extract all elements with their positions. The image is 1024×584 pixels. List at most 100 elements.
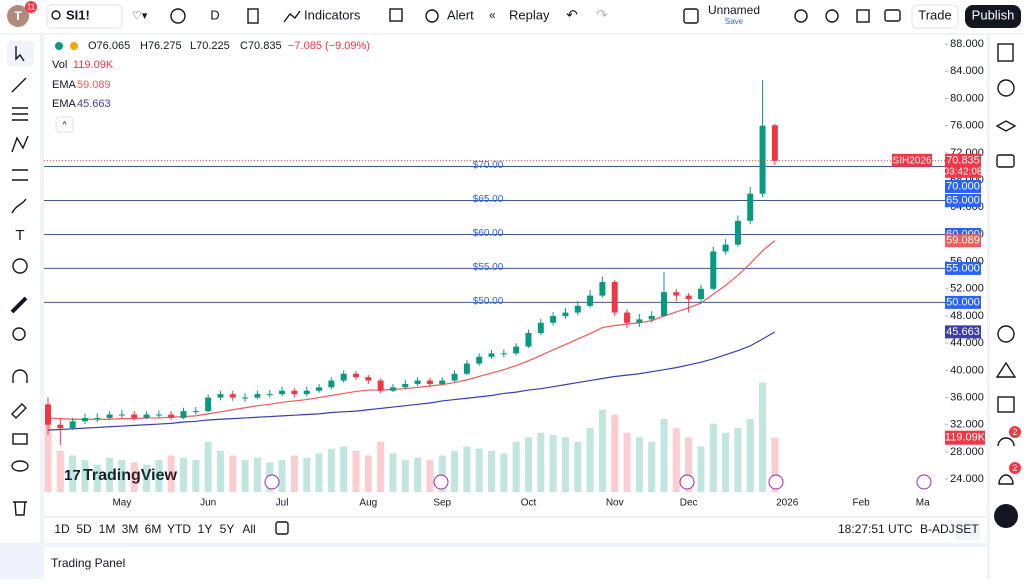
cursor-tool[interactable] xyxy=(15,46,25,62)
magnet-tool[interactable] xyxy=(12,369,28,383)
volume-bar xyxy=(561,437,569,492)
candle-body xyxy=(722,244,729,252)
snapshot[interactable] xyxy=(884,9,901,22)
zoom-tool[interactable] xyxy=(12,327,26,341)
price-line-badge: 65.000 xyxy=(946,194,980,206)
ema-value: 45.663 xyxy=(77,98,111,110)
volume-bar xyxy=(93,464,101,492)
forecast-tool[interactable] xyxy=(12,169,28,181)
alert-icon xyxy=(425,9,439,23)
templates[interactable] xyxy=(389,8,403,22)
volume-bar xyxy=(303,457,311,492)
status-dot xyxy=(55,42,63,50)
collapse-legend[interactable] xyxy=(55,116,74,133)
price-line-badge: 55.000 xyxy=(946,262,980,274)
volume-badge: 119.09K xyxy=(945,432,986,444)
candle-body xyxy=(463,363,470,374)
range-button[interactable]: 5D xyxy=(76,522,92,536)
avatar[interactable] xyxy=(7,5,29,27)
y-tick-label: 40.000 xyxy=(950,364,984,376)
ideas[interactable] xyxy=(995,361,1017,378)
candle-body xyxy=(303,390,310,395)
target[interactable] xyxy=(997,325,1015,343)
ema-badge: 59.089 xyxy=(946,235,980,247)
volume-bar xyxy=(143,464,151,492)
session-box[interactable] xyxy=(955,520,980,540)
left-toolbar xyxy=(0,35,40,543)
indicators-icon xyxy=(283,10,301,23)
range-button[interactable]: YTD xyxy=(167,522,191,536)
symbol[interactable]: SI1! xyxy=(66,7,90,22)
range-button[interactable]: 6M xyxy=(145,522,162,536)
undo[interactable]: ↶ xyxy=(566,7,578,23)
volume-badge-bg xyxy=(945,430,985,445)
candle-body xyxy=(192,411,199,413)
range-button[interactable]: 1D xyxy=(54,522,70,536)
trading-panel-label[interactable]: Trading Panel xyxy=(51,556,125,570)
chart-style[interactable] xyxy=(247,8,259,24)
pattern-tool[interactable] xyxy=(11,135,29,153)
y-tick-label: 28.000 xyxy=(950,446,984,458)
quick-search[interactable] xyxy=(794,9,808,23)
fib-tool[interactable] xyxy=(12,107,28,121)
y-tick-label: 84.000 xyxy=(950,65,984,77)
volume-bar xyxy=(155,460,163,492)
add-symbol[interactable] xyxy=(170,8,186,24)
trade-button[interactable] xyxy=(911,4,959,29)
calendar[interactable] xyxy=(997,396,1015,413)
settings[interactable] xyxy=(825,9,839,23)
brush-tool[interactable] xyxy=(11,198,27,214)
range-button[interactable]: 5Y xyxy=(220,522,235,536)
candle-body xyxy=(611,282,618,313)
volume-bar xyxy=(475,448,483,492)
volume-bar xyxy=(512,441,520,492)
adjust-toggle[interactable]: B-ADJ xyxy=(920,522,955,536)
layers[interactable] xyxy=(995,120,1017,132)
volume-bar xyxy=(389,453,397,492)
hide-tool[interactable] xyxy=(11,460,29,472)
publish-button[interactable] xyxy=(965,5,1021,28)
range-button[interactable]: 1Y xyxy=(198,522,213,536)
more[interactable] xyxy=(994,504,1018,528)
range-button[interactable]: 1M xyxy=(99,522,116,536)
symbol-search[interactable] xyxy=(46,4,123,29)
icon-tool[interactable] xyxy=(12,258,28,274)
volume-bar xyxy=(180,457,188,492)
streams[interactable] xyxy=(997,437,1015,447)
event-icon xyxy=(433,474,449,490)
volume-bar xyxy=(377,441,385,492)
measure-tool[interactable] xyxy=(10,296,28,314)
volume-bar xyxy=(685,437,693,492)
range-button[interactable]: 3M xyxy=(122,522,139,536)
redo[interactable]: ↷ xyxy=(596,7,608,23)
indicators-button[interactable]: Indicators xyxy=(304,7,361,22)
goto-date[interactable] xyxy=(275,521,289,535)
replay-button[interactable]: Replay xyxy=(509,7,550,22)
text-tool[interactable]: T xyxy=(15,227,24,244)
range-button[interactable]: All xyxy=(242,522,255,536)
compare-icon[interactable]: ♡▾ xyxy=(132,10,148,22)
interval[interactable]: D xyxy=(210,7,219,22)
candle-body xyxy=(599,282,606,296)
notifications[interactable] xyxy=(998,474,1014,485)
ohlc-value: L70.225 xyxy=(190,40,230,52)
fullscreen[interactable] xyxy=(856,9,870,23)
volume-bar xyxy=(241,460,249,492)
draw-mode[interactable] xyxy=(11,403,27,419)
candle-body xyxy=(69,421,76,429)
volume-bar xyxy=(438,455,446,492)
candle-body xyxy=(513,346,520,354)
line-tool[interactable] xyxy=(11,77,27,93)
clock: 18:27:51 UTC xyxy=(838,522,913,536)
tool-active[interactable] xyxy=(7,41,34,66)
layout-name[interactable]: Unnamed xyxy=(708,3,760,17)
chat[interactable] xyxy=(996,154,1015,168)
ohlc-value: O76.065 xyxy=(88,40,130,52)
alert-button[interactable]: Alert xyxy=(447,7,474,22)
watchlist[interactable] xyxy=(997,43,1014,62)
candle-body xyxy=(57,424,64,429)
lock-tool[interactable] xyxy=(12,433,28,445)
delete-tool[interactable] xyxy=(13,501,27,516)
candle-body xyxy=(353,373,359,378)
alerts-panel[interactable] xyxy=(997,79,1015,97)
